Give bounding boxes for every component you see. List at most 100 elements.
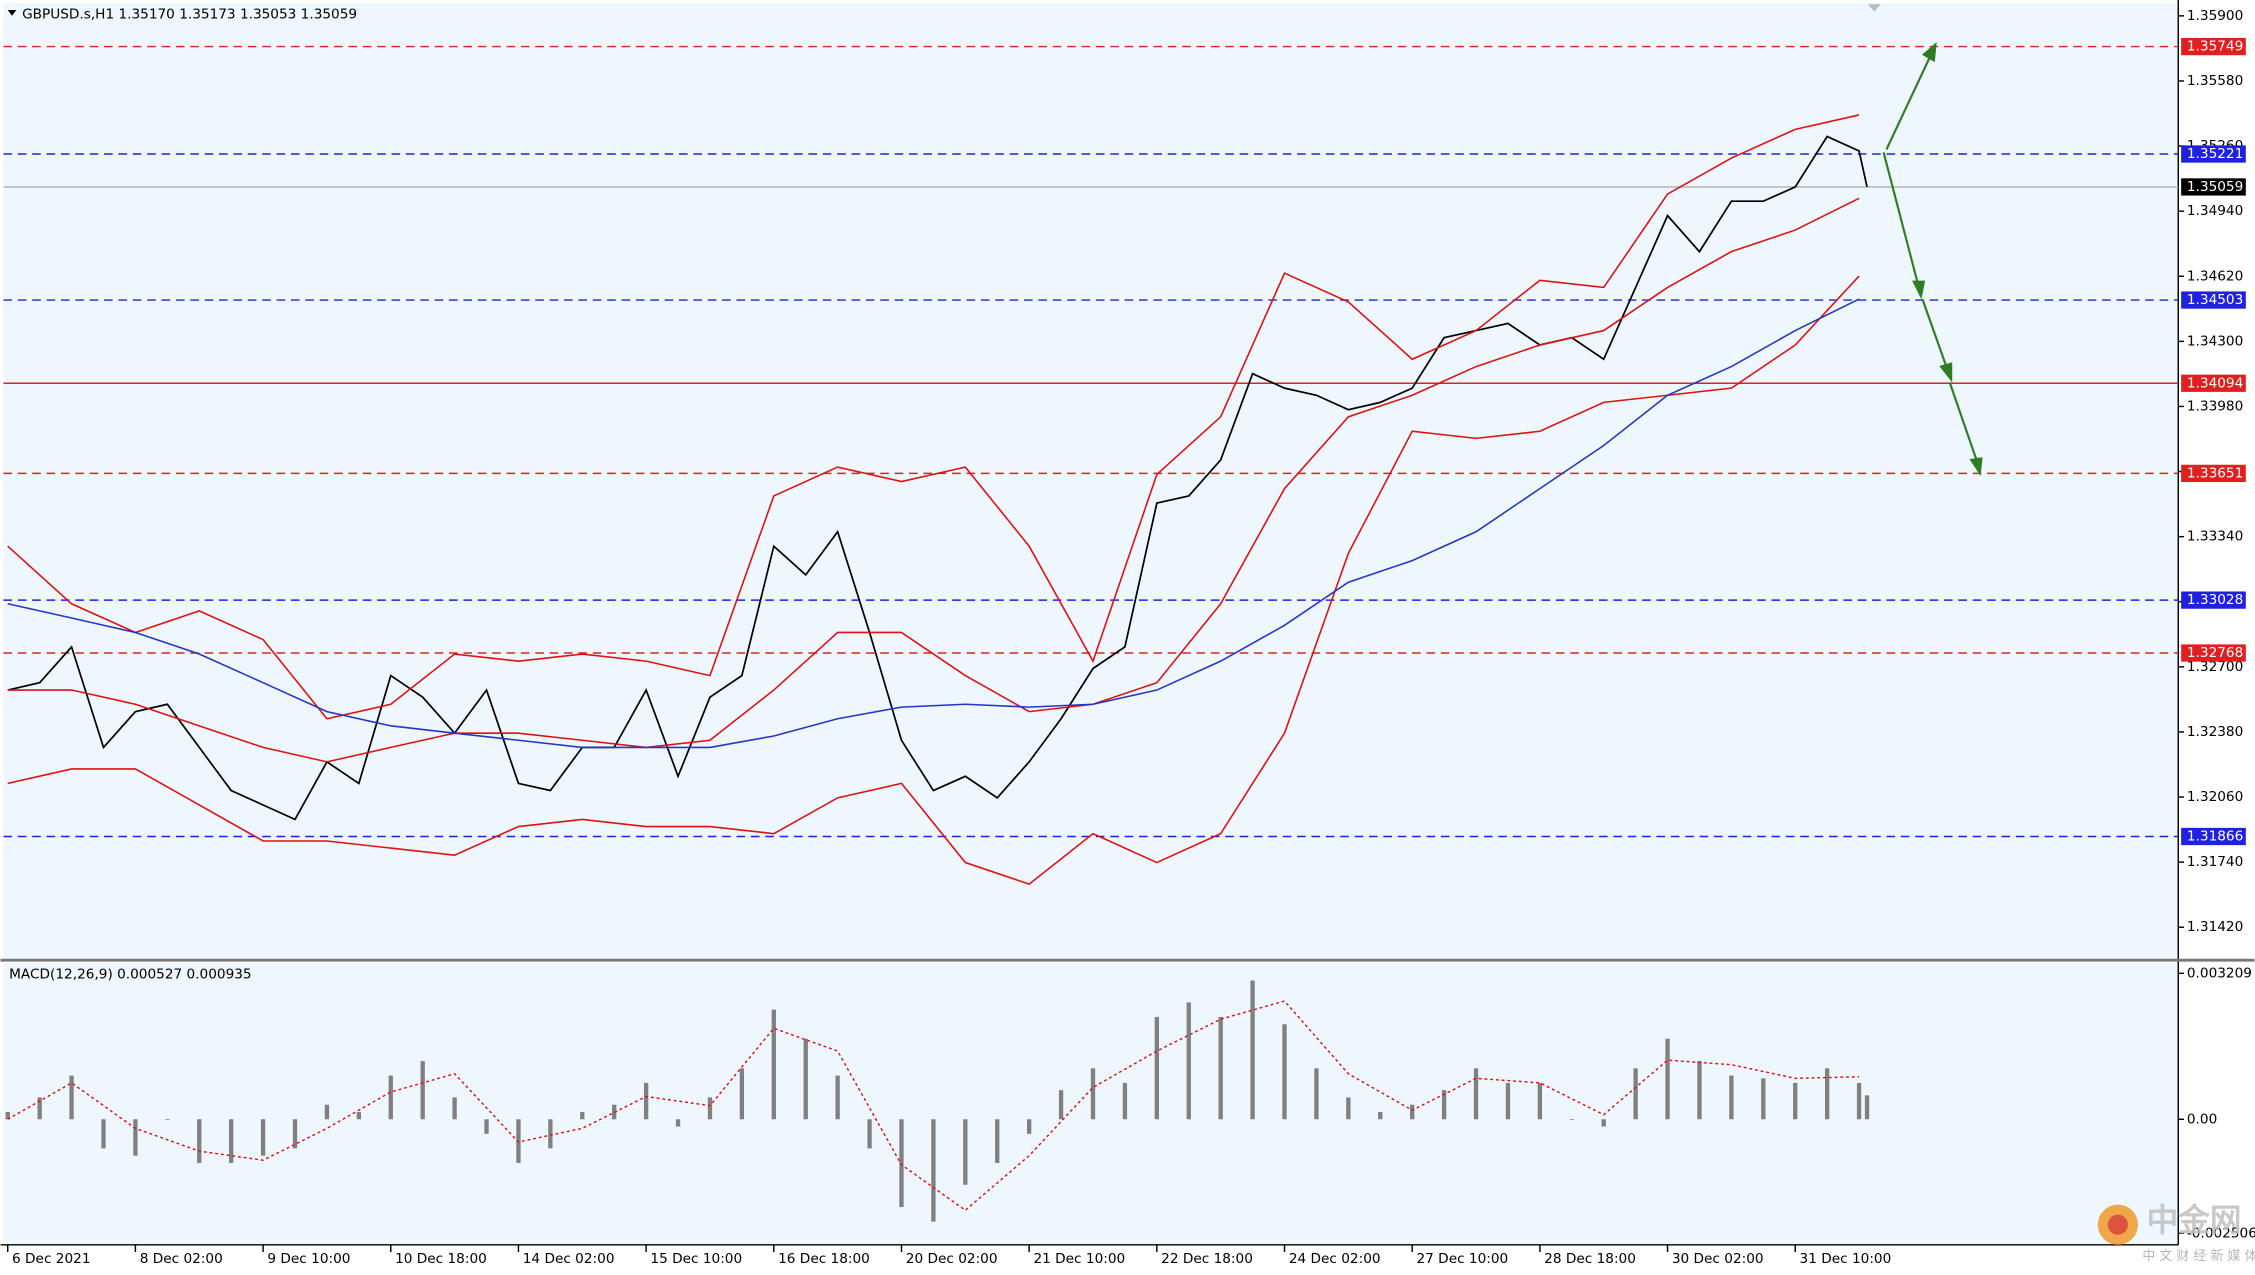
y-tick-label: 1.34940 [2187,203,2243,219]
arrow-head [1969,457,1983,477]
macd-bar [133,1119,138,1156]
macd-bar [580,1111,585,1120]
y-tick-label: 1.31420 [2187,919,2243,935]
x-tick-label: 8 Dec 02:00 [140,1251,223,1267]
y-tick-label: 1.32060 [2187,789,2243,805]
macd-bar [643,1082,649,1120]
level-label: 1.34094 [2187,375,2243,391]
y-tick-label: 0.00 [2187,1111,2217,1127]
level-label: 1.35221 [2187,146,2243,162]
chart-title: GBPUSD.s,H1 1.35170 1.35173 1.35053 1.35… [22,6,357,22]
watermark-title: 中金网 [2147,1202,2242,1239]
y-tick-label: -0.002506 [2187,1225,2255,1241]
macd-bar [1665,1038,1670,1120]
macd-bar [1633,1068,1638,1120]
macd-bar [1090,1068,1096,1120]
macd-bar [229,1119,234,1163]
level-label: 1.33651 [2187,465,2243,481]
x-tick-label: 20 Dec 02:00 [906,1251,998,1267]
macd-bar [1697,1061,1702,1120]
macd-bar [1058,1090,1064,1120]
y-tick-label: 0.003209 [2187,965,2252,981]
x-tick-label: 27 Dec 10:00 [1417,1251,1509,1267]
indicator-line [7,197,1860,763]
y-tick-label: 1.35900 [2187,8,2243,24]
indicator-line [7,275,1860,885]
y-tick-label: 1.33980 [2187,398,2243,414]
macd-bar [292,1119,298,1149]
macd-bar [963,1119,968,1185]
macd-bar [5,1111,10,1120]
macd-bar [931,1119,936,1222]
x-tick-label: 15 Dec 10:00 [650,1251,742,1267]
y-tick-label: 1.31740 [2187,854,2243,870]
macd-bar [388,1075,393,1120]
macd-bar [1027,1119,1032,1134]
macd-bar [707,1097,713,1120]
macd-bar [995,1119,1000,1163]
price-panel [3,2,2179,959]
macd-bar [1864,1095,1870,1120]
macd-bar [612,1104,617,1120]
y-tick-label: 1.34620 [2187,268,2243,284]
macd-bar [1824,1068,1830,1120]
macd-bar [1314,1068,1319,1120]
macd-bar [1186,1002,1191,1120]
x-tick-label: 24 Dec 02:00 [1289,1251,1381,1267]
menu-icon [7,10,17,16]
macd-bar [356,1111,362,1120]
macd-bar [803,1038,808,1120]
x-tick-label: 31 Dec 10:00 [1800,1251,1892,1267]
x-tick-label: 16 Dec 18:00 [778,1251,870,1267]
level-label-box [2181,37,2246,56]
macd-bar [675,1119,681,1127]
macd-bar [1378,1111,1383,1120]
level-label-box [2181,644,2246,662]
macd-bar [260,1119,266,1156]
arrow-down [1921,298,1948,369]
macd-bar [197,1119,202,1163]
macd-bar [1441,1090,1447,1120]
y-tick-label: 1.33340 [2187,529,2243,545]
y-tick-label: 1.35580 [2187,73,2243,89]
watermark: 中金网 中 文 财 经 新 媒 体 [2097,1202,2255,1264]
arrow-head [1912,280,1926,300]
arrow-head [1939,362,1953,383]
macd-bar [69,1075,74,1120]
y-tick-label: 1.32380 [2187,724,2243,740]
arrow-up [1885,54,1932,150]
indicator-line [7,298,1860,749]
level-label: 1.35749 [2187,39,2243,55]
level-label-box [2181,464,2246,483]
macd-bar [1505,1082,1511,1120]
level-label: 1.33028 [2187,592,2243,608]
macd-bar [1569,1119,1574,1120]
macd-bar [484,1119,489,1134]
x-tick-label: 21 Dec 10:00 [1033,1251,1125,1267]
x-tick-label: 6 Dec 2021 [12,1251,90,1267]
level-label-box [2181,827,2246,846]
level-label-box [2181,145,2246,163]
signal-line [7,1000,1860,1212]
level-label-box [2181,178,2246,196]
watermark-logo-inner [2107,1214,2128,1235]
macd-bar [1537,1082,1543,1120]
macd-bar [548,1119,553,1149]
macd-bar [1410,1104,1415,1120]
arrow-head [1921,41,1937,63]
level-label: 1.35059 [2187,179,2243,195]
macd-bar [324,1104,330,1120]
level-label: 1.32768 [2187,645,2243,661]
macd-bar [1856,1082,1862,1120]
x-tick-label: 10 Dec 18:00 [395,1251,487,1267]
price-line [7,135,1868,821]
macd-bar [1601,1119,1606,1127]
x-tick-label: 30 Dec 02:00 [1672,1251,1764,1267]
macd-bar [165,1119,170,1120]
macd-bar [1282,1024,1287,1120]
macd-bar [739,1068,745,1120]
shift-marker [1867,4,1881,12]
macd-bar [867,1119,872,1149]
